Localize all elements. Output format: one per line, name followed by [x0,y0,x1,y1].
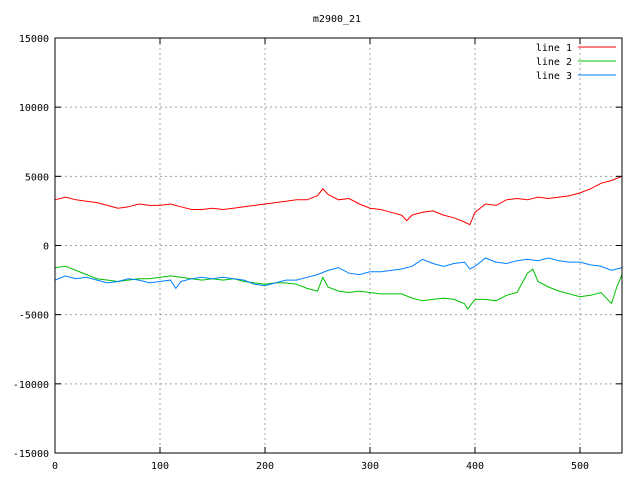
y-tick-label: -10000 [13,380,49,391]
series-line-2 [54,265,623,311]
y-tick-label: -15000 [13,449,49,460]
y-tick-label: 15000 [19,34,49,45]
legend-label-3: line 3 [536,71,572,82]
series-line-1 [54,175,623,226]
y-tick-label: 10000 [19,103,49,114]
y-tick-label: 5000 [25,172,49,183]
series-line-3 [54,257,623,290]
x-tick-label: 500 [571,461,589,472]
y-tick-label: 0 [43,242,49,253]
x-tick-label: 100 [151,461,169,472]
axis-ticks: -15000 -10000 -5000 0 5000 10000 15000 0 100 200 3… [13,34,622,472]
grid [55,38,622,453]
legend: line 1 line 2 line 3 [536,43,616,82]
x-tick-label: 300 [361,461,379,472]
x-tick-label: 400 [466,461,484,472]
y-tick-label: -5000 [19,311,49,322]
legend-label-2: line 2 [536,57,572,68]
series-group [54,175,623,311]
chart-title: m2900_21 [313,14,361,25]
x-tick-label: 0 [52,461,58,472]
x-tick-label: 200 [256,461,274,472]
legend-label-1: line 1 [536,43,572,54]
